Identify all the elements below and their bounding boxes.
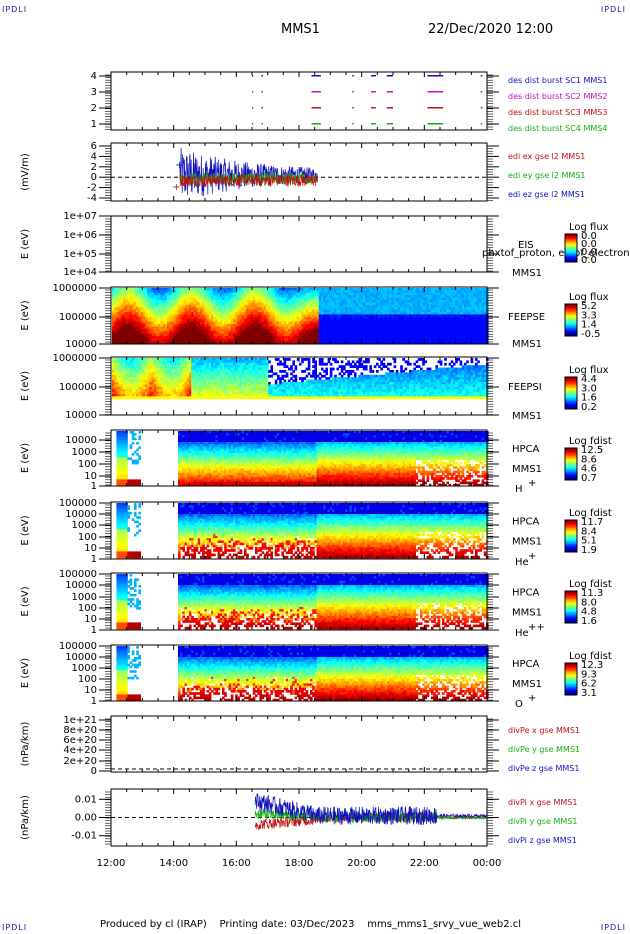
burst-interval-mark (312, 123, 321, 125)
y-tick-label: 6 (91, 141, 97, 152)
burst-interval-mark (252, 75, 253, 77)
burst-interval-mark (387, 107, 393, 109)
y-tick-label: 4 (91, 151, 97, 162)
burst-interval-mark (261, 107, 263, 109)
y-tick-label: 3 (91, 87, 97, 98)
burst-interval-mark (352, 107, 354, 109)
burst-interval-mark (427, 123, 443, 125)
legend-burst-0: des dist burst SC1 MMS1 (508, 76, 607, 85)
y-tick-label: 1e+07 (63, 211, 97, 222)
burst-interval-mark (352, 123, 354, 125)
y-axis-label-1: (mV/m) (20, 153, 31, 191)
legend-edi-0: edi ex gse l2 MMS1 (508, 152, 585, 161)
burst-interval-mark (481, 107, 483, 109)
edi-series-line (180, 148, 318, 196)
burst-interval-mark (371, 91, 376, 93)
y-tick-label: -4 (87, 193, 97, 204)
legend-burst-3: des dist burst SC4 MMS4 (508, 124, 607, 133)
spectrogram (112, 288, 489, 344)
burst-interval-mark (387, 123, 393, 125)
burst-interval-mark (371, 75, 376, 77)
burst-interval-mark (312, 91, 321, 93)
y-tick-label: 4 (91, 71, 97, 82)
burst-interval-mark (352, 91, 354, 93)
eis-overlay-text: phxtof_proton, extof_electron, Heavy ele… (482, 248, 630, 259)
panel-frame-2 (111, 216, 487, 272)
legend-edi-2: edi ez gse l2 MMS1 (508, 190, 585, 199)
y-tick-label: 1e+04 (63, 267, 97, 278)
burst-interval-mark (252, 107, 253, 109)
y-tick-label: 1e+06 (63, 230, 97, 241)
burst-interval-mark (481, 75, 483, 77)
colorbar-tick-label: 0.0 (581, 255, 597, 266)
panel-frame-0 (111, 72, 487, 130)
burst-interval-mark (427, 75, 443, 77)
burst-interval-mark (261, 91, 263, 93)
burst-interval-mark (387, 75, 393, 77)
y-tick-label: 1e+05 (63, 249, 97, 260)
panel-sublabel-eis: MMS1 (512, 268, 542, 279)
burst-interval-mark (371, 123, 376, 125)
burst-interval-mark (371, 107, 376, 109)
y-tick-label: 2 (91, 103, 97, 114)
y-tick-label: 1 (91, 119, 97, 130)
burst-interval-mark (481, 123, 483, 125)
burst-interval-mark (261, 123, 263, 125)
legend-edi-1: edi ey gse l2 MMS1 (508, 171, 586, 180)
legend-burst-1: des dist burst SC2 MMS2 (508, 92, 607, 101)
burst-interval-mark (481, 91, 483, 93)
y-axis-label-2: E (eV) (20, 229, 31, 259)
y-tick-label: 2 (91, 162, 97, 173)
burst-interval-mark (312, 75, 321, 77)
y-tick-label: -2 (87, 183, 97, 194)
burst-interval-mark (252, 123, 253, 125)
edi-plus-marker: + (175, 160, 183, 171)
edi-plus-marker: + (172, 182, 180, 193)
legend-burst-2: des dist burst SC3 MMS3 (508, 108, 607, 117)
burst-interval-mark (312, 107, 321, 109)
burst-interval-mark (427, 107, 443, 109)
plot-canvas: 4 3 2 1 des dist burst SC1 MMS1 des dist burs… (0, 0, 630, 934)
y-tick-label: 0 (91, 172, 97, 183)
burst-interval-mark (387, 91, 393, 93)
burst-interval-mark (252, 91, 253, 93)
burst-interval-mark (352, 75, 354, 77)
burst-interval-mark (261, 75, 263, 77)
burst-interval-mark (427, 91, 443, 93)
